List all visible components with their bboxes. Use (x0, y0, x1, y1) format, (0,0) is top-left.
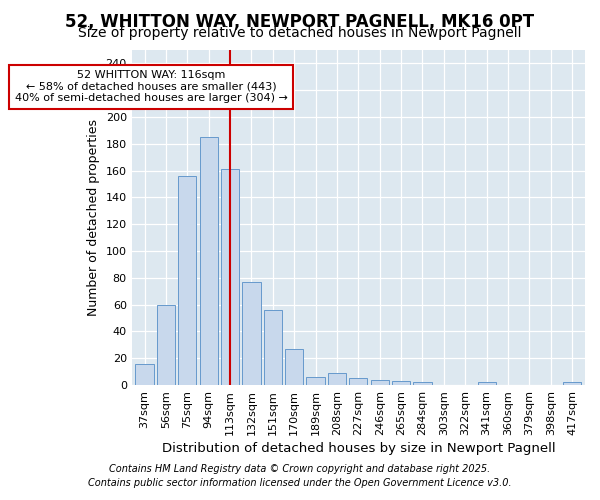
Bar (478, 382, 496, 385)
Text: 52, WHITTON WAY, NEWPORT PAGNELL, MK16 0PT: 52, WHITTON WAY, NEWPORT PAGNELL, MK16 0… (65, 12, 535, 30)
Bar (157, 304, 175, 385)
Bar (264, 310, 282, 385)
Bar (200, 137, 218, 385)
X-axis label: Distribution of detached houses by size in Newport Pagnell: Distribution of detached houses by size … (161, 442, 555, 455)
Bar (136, 364, 154, 385)
Bar (242, 282, 260, 385)
Y-axis label: Number of detached properties: Number of detached properties (87, 119, 100, 316)
Bar (371, 380, 389, 385)
Bar (285, 349, 303, 385)
Bar (392, 381, 410, 385)
Bar (178, 176, 196, 385)
Bar (563, 382, 581, 385)
Bar (349, 378, 367, 385)
Bar (307, 377, 325, 385)
Bar (221, 170, 239, 385)
Bar (328, 373, 346, 385)
Text: 52 WHITTON WAY: 116sqm
← 58% of detached houses are smaller (443)
40% of semi-de: 52 WHITTON WAY: 116sqm ← 58% of detached… (14, 70, 287, 103)
Text: Contains HM Land Registry data © Crown copyright and database right 2025.
Contai: Contains HM Land Registry data © Crown c… (88, 464, 512, 487)
Text: Size of property relative to detached houses in Newport Pagnell: Size of property relative to detached ho… (78, 26, 522, 40)
Bar (413, 382, 431, 385)
